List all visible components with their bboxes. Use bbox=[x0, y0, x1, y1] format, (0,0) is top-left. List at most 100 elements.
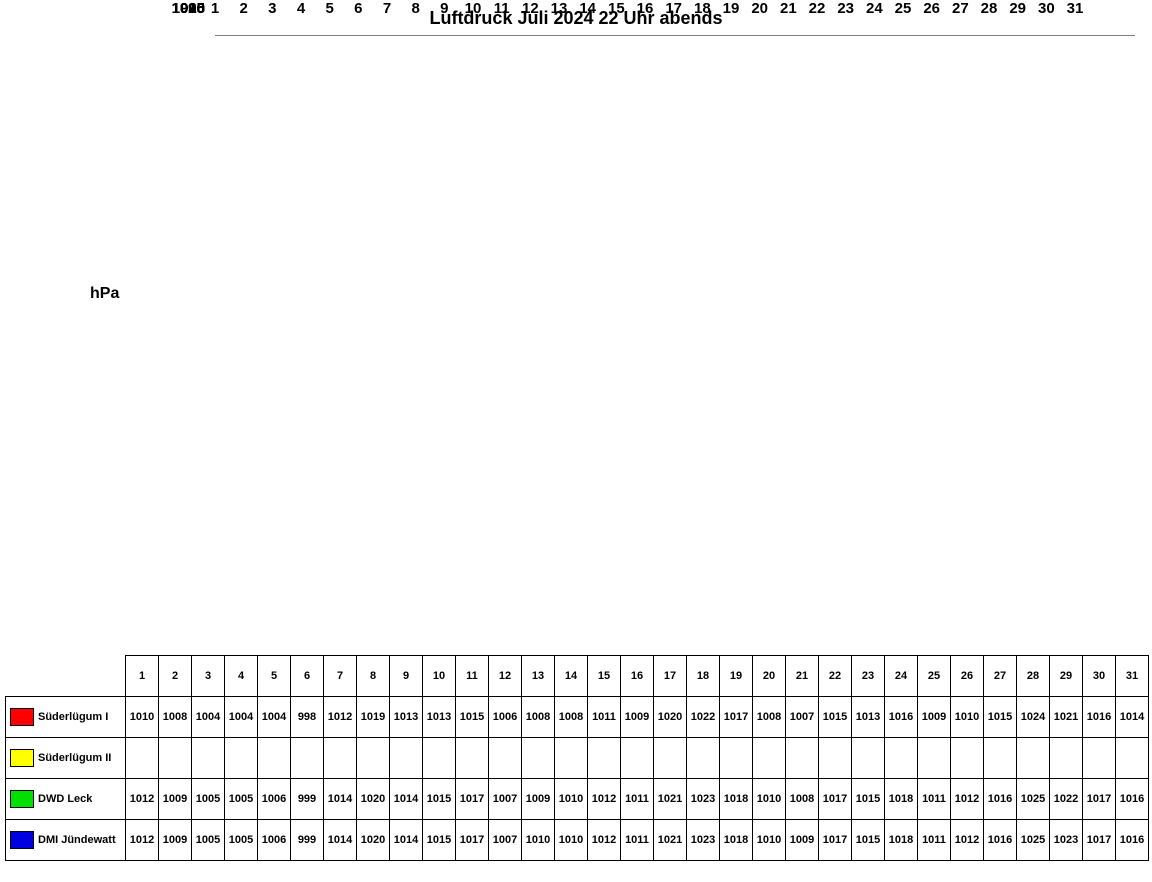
table-cell: 1010 bbox=[753, 820, 786, 861]
table-cell bbox=[1116, 738, 1149, 779]
table-cell: 1009 bbox=[159, 779, 192, 820]
table-header-day: 1 bbox=[126, 656, 159, 697]
x-tick: 9 bbox=[429, 0, 459, 17]
table-cell: 1010 bbox=[753, 779, 786, 820]
table-cell: 1018 bbox=[720, 820, 753, 861]
table-cell: 1011 bbox=[621, 820, 654, 861]
table-cell bbox=[522, 738, 555, 779]
table-cell: 1017 bbox=[456, 820, 489, 861]
table-cell: 1014 bbox=[1116, 697, 1149, 738]
table-header-day: 28 bbox=[1017, 656, 1050, 697]
table-cell: 1015 bbox=[423, 779, 456, 820]
table-header-day: 26 bbox=[951, 656, 984, 697]
table-cell: 1015 bbox=[852, 820, 885, 861]
table-header-day: 13 bbox=[522, 656, 555, 697]
x-tick: 18 bbox=[687, 0, 717, 17]
x-tick: 31 bbox=[1060, 0, 1090, 17]
table-header-day: 27 bbox=[984, 656, 1017, 697]
table-cell bbox=[456, 738, 489, 779]
table-cell bbox=[555, 738, 588, 779]
x-tick: 25 bbox=[888, 0, 918, 17]
table-cell: 1012 bbox=[951, 779, 984, 820]
table-header-day: 10 bbox=[423, 656, 456, 697]
table-cell: 1018 bbox=[885, 820, 918, 861]
table-cell bbox=[687, 738, 720, 779]
x-tick: 13 bbox=[544, 0, 574, 17]
table-cell: 1017 bbox=[456, 779, 489, 820]
table-cell: 1016 bbox=[984, 820, 1017, 861]
table-cell: 1014 bbox=[390, 820, 423, 861]
x-tick: 21 bbox=[773, 0, 803, 17]
table-cell: 1008 bbox=[786, 779, 819, 820]
table-cell: 999 bbox=[291, 779, 324, 820]
table-row: Süderlügum II bbox=[6, 738, 1149, 779]
table-cell: 1014 bbox=[324, 820, 357, 861]
table-cell: 1014 bbox=[390, 779, 423, 820]
table-cell: 1015 bbox=[456, 697, 489, 738]
legend-swatch bbox=[10, 831, 34, 849]
table-row: DWD Leck10121009100510051006999101410201… bbox=[6, 779, 1149, 820]
table-cell: 1017 bbox=[1083, 820, 1116, 861]
x-tick: 16 bbox=[630, 0, 660, 17]
x-tick: 15 bbox=[601, 0, 631, 17]
table-cell: 1005 bbox=[225, 779, 258, 820]
table-cell: 1020 bbox=[654, 697, 687, 738]
table-cell: 1007 bbox=[786, 697, 819, 738]
table-cell bbox=[753, 738, 786, 779]
x-tick: 29 bbox=[1003, 0, 1033, 17]
series-label: Süderlügum I bbox=[6, 697, 126, 738]
table-cell: 1020 bbox=[357, 779, 390, 820]
table-cell: 1009 bbox=[918, 697, 951, 738]
table-cell: 1023 bbox=[1050, 820, 1083, 861]
x-tick: 1 bbox=[200, 0, 230, 17]
x-tick: 14 bbox=[573, 0, 603, 17]
x-tick: 30 bbox=[1031, 0, 1061, 17]
table-cell: 1012 bbox=[324, 697, 357, 738]
table-cell: 1020 bbox=[357, 820, 390, 861]
table-header-day: 19 bbox=[720, 656, 753, 697]
table-cell: 1022 bbox=[1050, 779, 1083, 820]
table-cell bbox=[324, 738, 357, 779]
table-cell: 1009 bbox=[522, 779, 555, 820]
x-tick: 10 bbox=[458, 0, 488, 17]
table-cell: 1013 bbox=[390, 697, 423, 738]
table-cell: 1012 bbox=[588, 820, 621, 861]
table-cell: 1005 bbox=[225, 820, 258, 861]
table-cell bbox=[852, 738, 885, 779]
table-cell: 1017 bbox=[819, 820, 852, 861]
table-cell: 1018 bbox=[720, 779, 753, 820]
table-cell bbox=[291, 738, 324, 779]
table-cell: 1008 bbox=[555, 697, 588, 738]
series-label: DWD Leck bbox=[6, 779, 126, 820]
x-tick: 17 bbox=[659, 0, 689, 17]
table-cell: 1008 bbox=[159, 697, 192, 738]
table-cell: 1023 bbox=[687, 820, 720, 861]
table-cell bbox=[225, 738, 258, 779]
table-cell: 1004 bbox=[192, 697, 225, 738]
data-table: 1234567891011121314151617181920212223242… bbox=[5, 655, 1147, 861]
table-cell: 1012 bbox=[951, 820, 984, 861]
x-tick: 6 bbox=[343, 0, 373, 17]
table-cell: 1010 bbox=[522, 820, 555, 861]
table-header-day: 11 bbox=[456, 656, 489, 697]
table-cell bbox=[126, 738, 159, 779]
table-cell: 1009 bbox=[786, 820, 819, 861]
table-cell: 1013 bbox=[423, 697, 456, 738]
legend-swatch bbox=[10, 790, 34, 808]
table-cell bbox=[357, 738, 390, 779]
table-cell: 1016 bbox=[1116, 779, 1149, 820]
table-header-day: 24 bbox=[885, 656, 918, 697]
x-tick: 20 bbox=[745, 0, 775, 17]
table-cell: 1016 bbox=[984, 779, 1017, 820]
table-cell bbox=[819, 738, 852, 779]
table-cell: 1009 bbox=[621, 697, 654, 738]
table-cell bbox=[654, 738, 687, 779]
x-tick: 23 bbox=[831, 0, 861, 17]
table-cell: 1007 bbox=[489, 779, 522, 820]
table-cell: 1017 bbox=[720, 697, 753, 738]
table-cell bbox=[159, 738, 192, 779]
x-tick: 24 bbox=[859, 0, 889, 17]
table-header-day: 22 bbox=[819, 656, 852, 697]
table-header-day: 5 bbox=[258, 656, 291, 697]
table-header-day: 9 bbox=[390, 656, 423, 697]
